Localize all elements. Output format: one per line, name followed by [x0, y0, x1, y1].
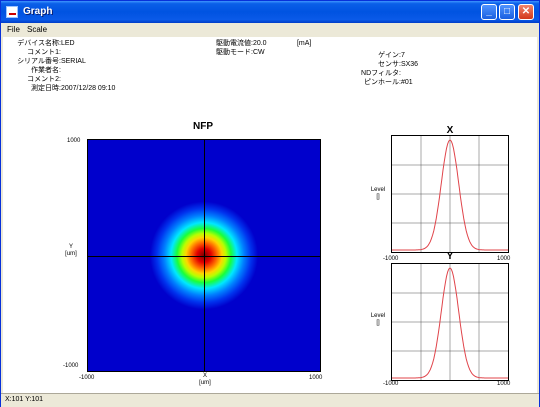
menu-scale[interactable]: Scale	[27, 25, 48, 34]
profile-x-title: X	[446, 125, 454, 136]
menu-bar: File Scale	[1, 23, 539, 37]
profile-x-svg	[392, 136, 508, 252]
info-right: ゲイン:7 センサ:SX36 NDフィルタ: ピンホール:#01	[361, 52, 419, 86]
nfp-intensity-map[interactable]	[87, 139, 321, 372]
nfp-x-unit: [um]	[199, 380, 211, 386]
info-label: 測定日時	[31, 85, 59, 92]
info-label: センサ	[378, 61, 399, 68]
profile-y-left-tick: -1000	[383, 381, 399, 387]
nfp-y-label: Y	[68, 244, 73, 250]
nfp-y-top-tick: 1000	[67, 138, 81, 144]
info-value: 7	[400, 52, 405, 59]
profile-y-plot[interactable]	[391, 263, 509, 381]
info-label: NDフィルタ	[361, 70, 399, 77]
profile-y-title: Y	[446, 251, 454, 262]
profile-y-curve	[392, 267, 508, 379]
info-mid: 駆動電流値:20.0 [mA] 駆動モード:CW	[203, 39, 311, 57]
info-label: コメント2	[27, 76, 59, 83]
info-unit: [mA]	[296, 40, 312, 47]
nfp-y-unit: [um]	[65, 251, 77, 257]
profile-x-left-tick: -1000	[383, 256, 399, 262]
info-value: 20.0	[252, 40, 267, 47]
info-value: 2007/12/28 09:10	[60, 85, 116, 92]
info-label: 作業者名	[31, 67, 59, 74]
info-label: 駆動電流値	[216, 40, 251, 47]
maximize-button[interactable]: □	[499, 4, 515, 20]
nfp-x-left-tick: -1000	[79, 375, 95, 381]
profile-x-curve	[392, 139, 508, 251]
info-value: LED	[60, 40, 75, 47]
profile-x-plot[interactable]	[391, 135, 509, 253]
nfp-y-bottom-tick: -1000	[63, 363, 79, 369]
status-bar: X:101 Y:101	[1, 393, 539, 407]
nfp-title: NFP	[193, 121, 213, 132]
profile-x-ylabel: Level []	[367, 187, 389, 201]
menu-file[interactable]: File	[7, 25, 20, 34]
minimize-button[interactable]: _	[481, 4, 497, 20]
info-value: SERIAL	[60, 58, 86, 65]
info-value: SX36	[400, 61, 419, 68]
nfp-x-axis-label: X [um]	[195, 373, 215, 387]
info-value: CW	[252, 49, 265, 56]
profile-x-right-tick: 1000	[497, 256, 511, 262]
info-label: ピンホール	[364, 79, 399, 86]
profile-y-ylabel: Level []	[367, 313, 389, 327]
profile-y-right-tick: 1000	[497, 381, 511, 387]
nfp-y-axis-label: Y [um]	[61, 244, 81, 258]
cursor-position: X:101 Y:101	[5, 396, 44, 403]
profile-y-ylabel-text: Level	[370, 313, 386, 319]
profile-y-yunit: []	[376, 320, 380, 326]
graph-area: デバイス名称:LED コメント1: シリアル番号:SERIAL 作業者名: コメ…	[3, 37, 537, 393]
nfp-x-label: X	[202, 373, 207, 379]
info-label: シリアル番号	[17, 58, 59, 65]
window-title: Graph	[23, 6, 53, 17]
close-button[interactable]: ✕	[518, 4, 534, 20]
nfp-x-right-tick: 1000	[309, 375, 323, 381]
profile-y-svg	[392, 264, 508, 380]
profile-x-yunit: []	[376, 194, 380, 200]
profile-x-ylabel-text: Level	[370, 187, 386, 193]
info-label: デバイス名称	[17, 40, 59, 47]
app-icon	[6, 6, 18, 18]
crosshair-vertical	[204, 140, 205, 371]
info-left: デバイス名称:LED コメント1: シリアル番号:SERIAL 作業者名: コメ…	[7, 39, 115, 93]
info-value: #01	[400, 79, 413, 86]
info-label: コメント1	[27, 49, 59, 56]
info-label: ゲイン	[378, 52, 399, 59]
info-label: 駆動モード	[216, 49, 251, 56]
title-bar[interactable]: Graph _ □ ✕	[1, 1, 539, 23]
